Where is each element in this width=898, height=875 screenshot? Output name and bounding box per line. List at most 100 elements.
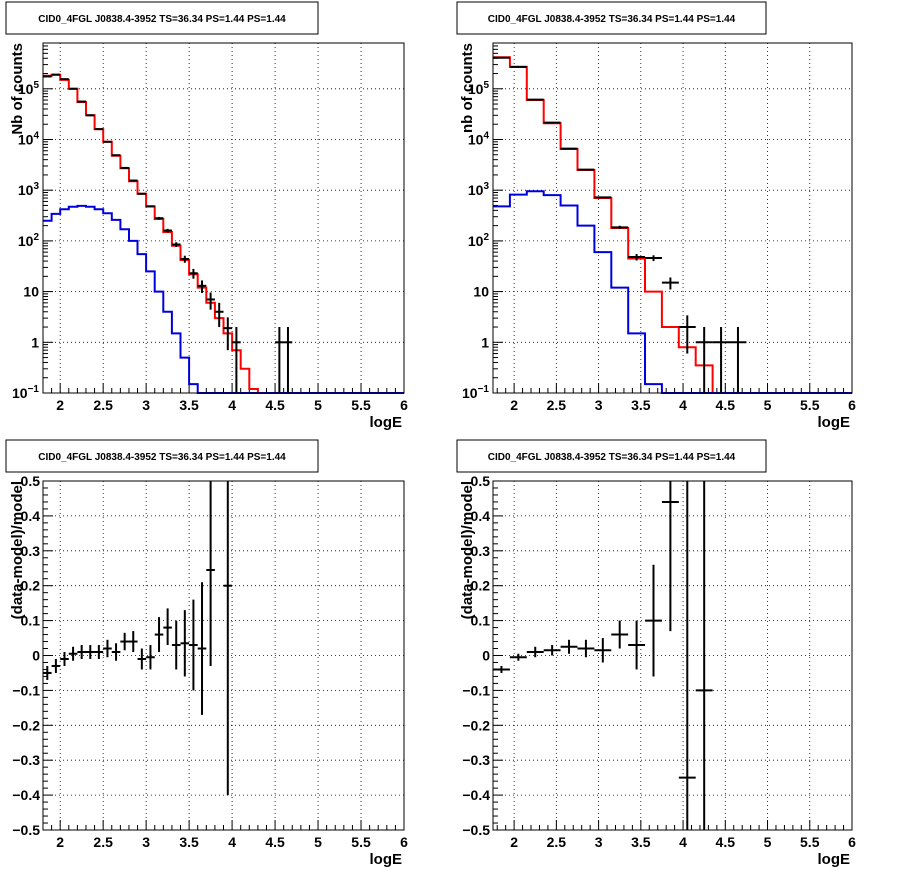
series-line-1 <box>493 56 852 394</box>
data-point <box>560 639 578 654</box>
x-tick-label: 6 <box>400 397 408 413</box>
y-tick-label: 0.2 <box>21 578 41 594</box>
grid <box>43 43 405 394</box>
data-point <box>729 327 747 393</box>
chart-title: CID0_4FGL J0838.4-3952 TS=36.34 PS=1.44 … <box>488 14 736 25</box>
data-points <box>43 481 233 796</box>
chart-panel-2: CID0_4FGL J0838.4-3952 TS=36.34 PS=1.44 … <box>456 1 856 431</box>
plot-frame <box>492 480 853 831</box>
x-tick-label: 2 <box>56 397 64 413</box>
data-point <box>51 658 61 673</box>
data-point <box>60 652 69 666</box>
data-point <box>594 196 612 199</box>
x-tick-label: 2 <box>56 834 64 850</box>
x-tick-label: 4 <box>679 834 687 850</box>
chart-title: CID0_4FGL J0838.4-3952 TS=36.34 PS=1.44 … <box>38 452 286 463</box>
data-point <box>493 665 510 673</box>
x-tick-label: 5.5 <box>800 834 820 850</box>
y-tick-label: 105 <box>18 80 40 97</box>
y-tick-label: −0.2 <box>462 717 490 733</box>
x-axis-title: logE <box>818 414 851 431</box>
x-tick-label: 4.5 <box>265 397 285 413</box>
data-point <box>695 481 713 830</box>
data-point <box>180 255 190 263</box>
data-point <box>695 327 713 393</box>
y-tick-label: −0.1 <box>12 682 40 698</box>
y-tick-label: 0 <box>482 648 490 664</box>
y-tick-base: 10 <box>12 385 28 401</box>
plot-frame <box>42 42 405 394</box>
plot-frame <box>492 42 853 394</box>
y-tick-label: −0.4 <box>12 787 40 803</box>
data-point <box>43 665 52 680</box>
data-point <box>206 481 215 666</box>
y-tick-label: 0.4 <box>21 508 41 524</box>
data-point <box>661 481 679 632</box>
data-point <box>560 147 578 150</box>
x-tick-label: 6 <box>400 834 408 850</box>
data-point <box>645 564 662 677</box>
data-point <box>120 632 129 651</box>
x-tick-label: 4.5 <box>716 834 736 850</box>
y-tick-label: 103 <box>18 181 40 198</box>
data-point <box>206 292 215 310</box>
plot-frame <box>42 480 405 831</box>
y-tick-label: −0.3 <box>12 752 40 768</box>
data-point <box>232 327 241 393</box>
x-tick-label: 3.5 <box>179 834 199 850</box>
ticks <box>42 42 405 394</box>
y-tick-base: 10 <box>18 81 34 97</box>
data-point <box>189 599 198 691</box>
x-tick-label: 5 <box>314 397 322 413</box>
y-tick-label: 10 <box>23 284 39 300</box>
x-tick-label: 2.5 <box>93 397 113 413</box>
x-tick-label: 2.5 <box>547 834 567 850</box>
x-tick-label: 2.5 <box>547 397 567 413</box>
x-tick-label: 4 <box>679 397 687 413</box>
data-point <box>85 645 95 659</box>
y-axis-title: nb of counts <box>459 43 476 133</box>
data-point <box>577 168 595 171</box>
grid <box>493 480 853 831</box>
chart-title: CID0_4FGL J0838.4-3952 TS=36.34 PS=1.44 … <box>38 14 286 25</box>
y-tick-label: −0.5 <box>462 822 490 838</box>
data-point <box>163 228 172 233</box>
y-tick-label: 0.2 <box>471 578 491 594</box>
y-tick-label: 0.4 <box>471 508 491 524</box>
y-tick-label: 105 <box>468 80 490 97</box>
data-point <box>594 638 612 663</box>
x-tick-label: 3.5 <box>631 834 651 850</box>
y-tick-label: −0.3 <box>462 752 490 768</box>
series-line-2 <box>43 204 404 394</box>
y-axis-title: (data-model)/model <box>9 481 26 619</box>
y-tick-label: 103 <box>468 181 490 198</box>
chart-panel-3: CID0_4FGL J0838.4-3952 TS=36.34 PS=1.44 … <box>5 439 408 868</box>
data-point <box>111 154 121 157</box>
data-point <box>94 645 104 659</box>
data-point <box>146 645 155 670</box>
x-tick-label: 2 <box>510 834 518 850</box>
y-tick-label: −0.1 <box>462 682 490 698</box>
y-tick-label: 1 <box>481 334 489 350</box>
data-point <box>628 254 646 261</box>
y-axis-title: Nb of counts <box>9 43 26 135</box>
data-point <box>171 242 181 247</box>
x-tick-label: 3.5 <box>179 397 199 413</box>
x-tick-label: 5 <box>764 397 772 413</box>
series-line-1 <box>43 73 404 394</box>
y-tick-label: 10−1 <box>12 384 39 401</box>
data-point <box>128 179 138 182</box>
y-tick-base: 10 <box>468 131 484 147</box>
data-point <box>180 610 190 677</box>
x-tick-label: 3 <box>142 834 150 850</box>
chart-panel-1: CID0_4FGL J0838.4-3952 TS=36.34 PS=1.44 … <box>5 1 408 431</box>
data-point <box>283 327 293 393</box>
data-point <box>111 643 121 661</box>
data-point <box>526 646 544 658</box>
data-point <box>214 302 224 328</box>
y-tick-label: 102 <box>468 232 490 249</box>
y-tick-label: −0.5 <box>12 822 40 838</box>
y-axis-title: (data-model)/model <box>459 481 476 619</box>
y-tick-base: 10 <box>468 81 484 97</box>
x-axis-title: logE <box>818 851 851 868</box>
